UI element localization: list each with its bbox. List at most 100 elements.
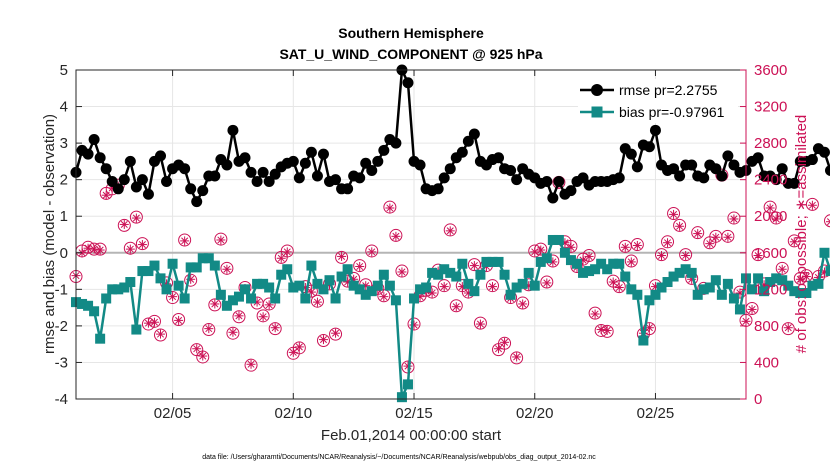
possible-obs-point — [540, 275, 554, 289]
bias-point — [445, 267, 456, 278]
asterisk-stroke — [724, 233, 732, 241]
bias-point — [203, 253, 214, 264]
rmse-point — [825, 165, 830, 177]
assimilated-obs-point — [331, 328, 341, 338]
rmse-point — [317, 148, 329, 160]
assimilated-obs-point — [222, 264, 232, 274]
assimilated-obs-point — [83, 243, 93, 253]
assimilated-obs-point — [518, 299, 528, 309]
y-left-tick-label: 1 — [60, 208, 68, 225]
possible-obs-point — [208, 298, 222, 312]
rmse-point — [643, 141, 655, 153]
assimilated-obs-point — [379, 292, 389, 302]
rmse-point — [360, 157, 372, 169]
bias-point — [457, 258, 468, 269]
assimilated-obs-point — [584, 251, 594, 261]
assimilated-obs-point — [445, 226, 455, 236]
y-left-tick-label: 0 — [60, 245, 68, 262]
asterisk-stroke — [277, 254, 285, 262]
bias-point — [475, 269, 486, 280]
asterisk-stroke — [802, 273, 810, 281]
bias-point — [77, 298, 88, 309]
assimilated-obs-point — [397, 267, 407, 277]
possible-obs-point — [787, 234, 801, 248]
assimilated-obs-point — [192, 344, 202, 354]
asterisk-stroke — [156, 330, 165, 338]
rmse-point — [613, 172, 625, 184]
possible-obs-point — [196, 350, 210, 364]
assimilated-obs-point — [729, 214, 739, 224]
y-left-tick-label: 4 — [60, 99, 68, 116]
possible-obs-point — [129, 210, 143, 224]
x-tick-label: 02/25 — [637, 405, 675, 422]
bias-point — [282, 264, 293, 275]
asterisk-stroke — [295, 343, 303, 351]
rmse-series — [70, 64, 830, 208]
asterisk-stroke — [96, 246, 104, 254]
assimilated-obs-point — [669, 209, 679, 219]
bias-point — [185, 262, 196, 273]
assimilated-obs-point — [228, 327, 238, 337]
bias-point — [258, 278, 269, 289]
bias-point — [644, 295, 655, 306]
bias-point — [608, 258, 619, 269]
assimilated-obs-point — [487, 282, 497, 292]
possible-obs-point — [510, 351, 524, 365]
bias-point — [535, 256, 546, 267]
bias-point — [668, 271, 679, 282]
bias-point — [819, 247, 830, 258]
bias-point — [789, 286, 800, 297]
asterisk-stroke — [826, 221, 830, 226]
possible-obs-point — [377, 289, 391, 303]
legend: rmse pr=2.2755 bias pr=-0.97961 — [578, 79, 738, 123]
possible-obs-point — [214, 232, 228, 246]
rmse-point — [112, 183, 124, 195]
asterisk-stroke — [603, 326, 611, 334]
assimilated-obs-point — [747, 304, 757, 314]
bias-point — [499, 269, 510, 280]
bias-point — [481, 256, 492, 267]
assimilated-obs-point — [95, 245, 105, 255]
possible-obs-point — [437, 279, 451, 293]
bias-point — [131, 324, 142, 335]
assimilated-obs-point — [337, 251, 347, 261]
bias-point — [686, 267, 697, 278]
rmse-point — [788, 177, 800, 189]
bias-point — [270, 293, 281, 304]
assimilated-obs-point — [705, 239, 715, 249]
assimilated-obs-point — [451, 302, 461, 312]
possible-obs-point — [365, 244, 379, 258]
possible-obs-point — [763, 200, 777, 214]
asterisk-stroke — [344, 278, 352, 286]
asterisk-stroke — [181, 237, 189, 245]
asterisk-stroke — [826, 218, 830, 222]
possible-obs-point — [268, 322, 282, 336]
rmse-point — [698, 172, 710, 184]
bias-point — [348, 280, 359, 291]
asterisk-stroke — [549, 258, 557, 266]
rmse-point — [468, 128, 480, 140]
asterisk-stroke — [120, 220, 128, 228]
rmse-point — [686, 159, 698, 171]
asterisk-stroke — [513, 353, 521, 361]
rmse-point — [625, 148, 637, 160]
rmse-point — [462, 135, 474, 147]
assimilated-obs-point — [620, 242, 630, 252]
asterisk-stroke — [175, 316, 183, 324]
bias-point — [300, 293, 311, 304]
bias-point — [807, 280, 818, 291]
bias-point — [197, 253, 208, 264]
asterisk-stroke — [597, 326, 605, 334]
rmse-point — [752, 152, 764, 164]
rmse-point — [553, 175, 565, 187]
assimilated-obs-point — [174, 315, 184, 325]
bias-point — [638, 335, 649, 346]
asterisk-stroke — [663, 239, 672, 247]
bias-point — [662, 277, 673, 288]
bias-point — [753, 273, 764, 284]
bias-point — [427, 267, 438, 278]
chart-title: Southern Hemisphere — [338, 25, 484, 41]
bias-point — [276, 269, 287, 280]
assimilated-obs-point — [681, 251, 691, 261]
bias-point — [777, 275, 788, 286]
